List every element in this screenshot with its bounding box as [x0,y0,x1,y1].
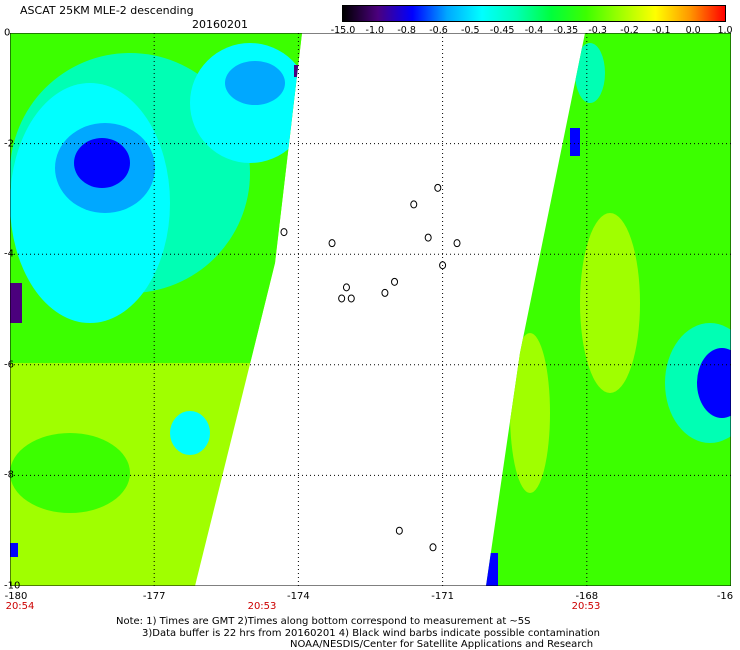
time-label: 20:54 [5,601,35,612]
note-line-1: Note: 1) Times are GMT 2)Times along bot… [116,616,531,627]
left-swath [10,33,302,586]
y-tick-label: -10 [4,580,21,592]
colorbar-label: -0.6 [429,25,448,36]
time-label: 20:53 [247,601,277,612]
island-outline [338,294,346,303]
time-label: 20:53 [571,601,601,612]
colorbar-label: -0.8 [397,25,416,36]
right-swath [486,33,731,586]
colorbar-label: -0.1 [652,25,671,36]
colorbar-label: -1.0 [365,25,385,36]
colorbar-label: -15.0 [330,25,356,36]
colorbar-label: -0.4 [524,25,544,36]
colorbar-label: 1.0 [717,25,733,36]
note-line-3: NOAA/NESDIS/Center for Satellite Applica… [290,639,594,650]
colorbar-label: -0.45 [489,25,515,36]
colorbar-label: -0.2 [620,25,639,36]
swath-map [10,33,731,586]
colorbar [342,5,726,22]
island-outline [424,233,432,242]
island-outline [439,261,447,270]
y-tick-label: -8 [4,469,14,481]
x-tick-label: -16 [716,591,734,602]
x-tick-label: -174 [287,591,310,602]
island-outline [342,283,350,292]
x-tick-label: -180 [4,591,28,602]
x-tick-label: -177 [142,591,166,602]
island-outline [410,200,418,209]
island-outline [347,294,355,303]
map-title: ASCAT 25KM MLE-2 descending [20,4,194,17]
island-outline [434,183,442,192]
colorbar-label: -0.35 [553,25,579,36]
note-line-2: 3)Data buffer is 22 hrs from 20160201 4)… [142,628,600,639]
colorbar-label: -0.3 [588,25,607,36]
island-outline [391,277,399,286]
island-outline [395,526,403,535]
island-outline [328,239,336,248]
island-outline [381,288,389,297]
y-tick-label: 0 [4,27,11,39]
colorbar-label: 0.0 [685,25,701,36]
grid-lines [10,33,731,586]
island-outline [280,228,288,237]
island-outline [429,543,437,552]
colorbar-label: -0.5 [461,25,480,36]
x-tick-label: -171 [431,591,454,602]
map-date: 20160201 [192,18,248,31]
x-tick-label: -168 [575,591,599,602]
y-tick-label: -4 [4,248,14,260]
island-outline [453,239,461,248]
y-tick-label: -6 [4,359,14,371]
island-outlines [280,183,461,552]
y-tick-label: -2 [4,138,14,150]
